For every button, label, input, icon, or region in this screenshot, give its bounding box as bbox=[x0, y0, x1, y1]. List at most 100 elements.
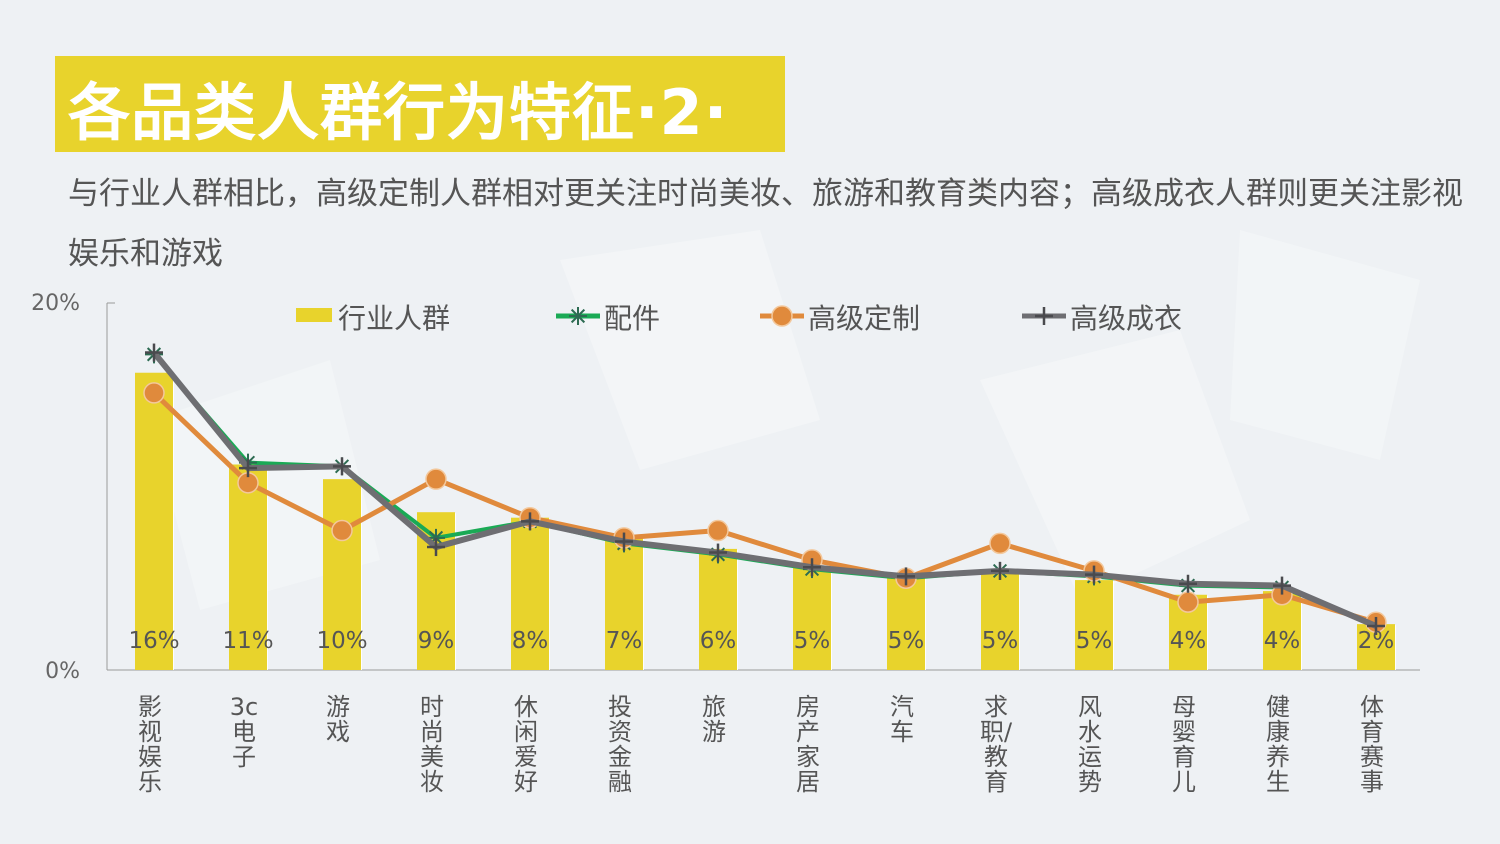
category-label-char: 健 bbox=[1266, 693, 1290, 721]
point-marker bbox=[771, 305, 793, 327]
point-marker bbox=[331, 519, 353, 542]
category-label-char: 儿 bbox=[1172, 768, 1196, 796]
point-marker bbox=[1177, 591, 1199, 613]
page-subtitle: 与行业人群相比，高级定制人群相对更关注时尚美妆、旅游和教育类内容；高级成衣人群则… bbox=[68, 176, 1463, 272]
category-label-char: 教 bbox=[984, 743, 1008, 771]
category-label-char: 家 bbox=[796, 743, 820, 771]
category-label-char: 育 bbox=[1360, 718, 1384, 746]
category-label-char: 子 bbox=[232, 743, 256, 771]
category-label-char: 汽 bbox=[890, 693, 914, 721]
legend-item-行业人群: 行业人群 bbox=[296, 302, 450, 335]
bar-求职/教育 bbox=[981, 570, 1019, 670]
category-label-char: 游 bbox=[702, 718, 726, 746]
category-label-char: 水 bbox=[1078, 718, 1102, 746]
category-label-char: 电 bbox=[232, 718, 256, 746]
category-label-char: 赛 bbox=[1360, 743, 1384, 771]
category-label-char: 闲 bbox=[514, 718, 538, 746]
category-label-char: 风 bbox=[1078, 693, 1102, 721]
data-label-时尚美妆: 9% bbox=[418, 628, 455, 654]
category-label-char: 视 bbox=[138, 718, 162, 746]
category-label-char: 尚 bbox=[420, 718, 444, 746]
series-line-高级定制 bbox=[152, 391, 1377, 625]
bar-旅游 bbox=[699, 548, 737, 670]
category-label-char: 房 bbox=[796, 693, 820, 721]
category-label-char: 运 bbox=[1078, 743, 1102, 771]
point-marker bbox=[570, 308, 586, 324]
legend: 行业人群 配件 高级定制 高级成衣 bbox=[296, 302, 1182, 335]
category-label-char: 体 bbox=[1360, 693, 1384, 721]
point-marker bbox=[425, 468, 447, 490]
category-label-char: 居 bbox=[796, 768, 820, 796]
category-label-旅游: 旅游 bbox=[702, 693, 726, 746]
data-label-3c电子: 11% bbox=[222, 628, 273, 654]
bar-休闲爱好 bbox=[511, 517, 549, 670]
data-label-影视娱乐: 16% bbox=[128, 628, 179, 654]
category-label-char: 妆 bbox=[420, 768, 444, 796]
category-label-char: 职/ bbox=[980, 718, 1013, 746]
data-label-母婴育儿: 4% bbox=[1170, 628, 1207, 654]
bar-风水运势 bbox=[1075, 580, 1113, 670]
point-marker bbox=[143, 382, 165, 404]
bar-汽车 bbox=[887, 576, 925, 670]
category-label-char: 美 bbox=[420, 743, 444, 771]
category-label-char: 育 bbox=[984, 768, 1008, 796]
data-label-投资金融: 7% bbox=[606, 628, 643, 654]
category-label-char: 婴 bbox=[1172, 718, 1196, 746]
category-label-char: 3c bbox=[230, 693, 258, 721]
data-label-健康养生: 4% bbox=[1264, 628, 1301, 654]
y-tick-label-0: 0% bbox=[45, 659, 80, 684]
bar-房产家居 bbox=[793, 567, 831, 670]
legend-item-配件: 配件 bbox=[556, 302, 660, 335]
category-label-char: 旅 bbox=[702, 693, 726, 721]
category-label-char: 乐 bbox=[138, 768, 162, 796]
page-title: 各品类人群行为特征·2· bbox=[68, 76, 729, 149]
category-label-char: 资 bbox=[608, 718, 632, 746]
category-label-游戏: 游戏 bbox=[326, 693, 350, 746]
category-label-char: 求 bbox=[984, 693, 1008, 721]
bar-投资金融 bbox=[605, 537, 643, 670]
category-label-影视娱乐: 影视娱乐 bbox=[138, 693, 162, 796]
category-label-char: 事 bbox=[1360, 768, 1384, 796]
data-label-体育赛事: 2% bbox=[1358, 628, 1395, 654]
legend-label: 行业人群 bbox=[338, 302, 450, 335]
category-label-char: 母 bbox=[1172, 693, 1196, 721]
bar-游戏 bbox=[323, 479, 361, 670]
legend-label: 高级成衣 bbox=[1070, 302, 1182, 335]
category-label-char: 势 bbox=[1078, 768, 1102, 796]
category-label-char: 生 bbox=[1266, 768, 1290, 796]
category-label-char: 娱 bbox=[138, 743, 162, 771]
bar-影视娱乐 bbox=[135, 372, 173, 670]
category-label-汽车: 汽车 bbox=[890, 693, 914, 746]
category-label-char: 休 bbox=[514, 693, 538, 721]
category-label-char: 投 bbox=[608, 693, 632, 721]
legend-item-高级定制: 高级定制 bbox=[760, 302, 920, 335]
category-label-求职/教育: 求职/教育 bbox=[980, 693, 1013, 796]
category-label-char: 融 bbox=[608, 768, 632, 796]
legend-swatch bbox=[296, 308, 332, 322]
data-label-房产家居: 5% bbox=[794, 628, 831, 654]
category-label-char: 时 bbox=[420, 693, 444, 721]
title-banner bbox=[55, 56, 785, 152]
legend-label: 配件 bbox=[604, 302, 660, 335]
bar-3c电子 bbox=[229, 464, 267, 670]
category-label-char: 育 bbox=[1172, 743, 1196, 771]
category-label-char: 游 bbox=[326, 693, 350, 721]
data-label-休闲爱好: 8% bbox=[512, 628, 549, 654]
data-label-旅游: 6% bbox=[700, 628, 737, 654]
legend-item-高级成衣: 高级成衣 bbox=[1022, 302, 1182, 335]
data-label-汽车: 5% bbox=[888, 628, 925, 654]
point-marker bbox=[707, 519, 729, 542]
legend-label: 高级定制 bbox=[808, 302, 920, 335]
category-label-char: 影 bbox=[138, 693, 162, 721]
category-label-char: 爱 bbox=[514, 743, 538, 771]
point-marker bbox=[989, 532, 1011, 555]
category-label-char: 戏 bbox=[326, 718, 350, 746]
